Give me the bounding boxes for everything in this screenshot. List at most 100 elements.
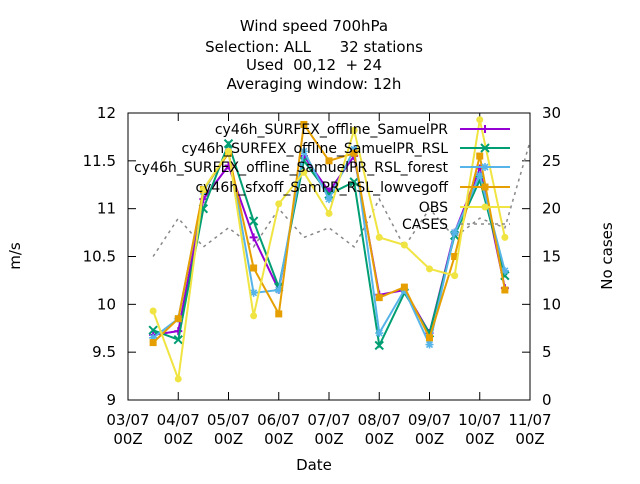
data-point — [174, 375, 182, 383]
x-tick-label: 11/07 — [508, 411, 551, 429]
x-tick-label: 00Z — [214, 430, 243, 448]
data-point — [325, 195, 333, 204]
y2-tick-label: 5 — [542, 343, 552, 361]
data-point — [426, 265, 433, 273]
y-tick-label: 9.5 — [92, 343, 116, 361]
x-tick-label: 09/07 — [408, 411, 451, 429]
y-tick-label: 10.5 — [83, 248, 116, 266]
data-point — [501, 286, 509, 294]
legend-item: OBS — [419, 200, 510, 216]
legend-item: cy46h_SURFEX_offline_SamuelPR — [215, 122, 510, 138]
data-point — [426, 334, 433, 342]
data-point — [375, 329, 384, 338]
x-tick-label: 00Z — [515, 430, 544, 448]
data-point — [149, 307, 157, 315]
y2-tick-label: 0 — [542, 391, 552, 409]
data-point — [425, 340, 434, 349]
data-point — [481, 163, 489, 171]
data-point — [325, 209, 333, 217]
data-point — [481, 125, 489, 133]
x-tick-label: 00Z — [365, 430, 394, 448]
chart-title-line: Selection: ALL 32 stations — [205, 38, 423, 56]
data-point — [501, 233, 509, 241]
y2-tick-label: 30 — [542, 104, 561, 122]
data-point — [199, 186, 207, 194]
legend-label: cy46h_SURFEX_offline_SamuelPR — [215, 122, 448, 138]
y2-axis-label: No cases — [598, 222, 616, 290]
data-point — [350, 126, 358, 134]
data-point — [274, 285, 283, 294]
legend-item: cy46h_SURFEX_offline_SamuelPR_RSL — [181, 141, 510, 157]
legend-label: cy46h_sfxoff_SamPR_RSL_lowvegoff — [195, 180, 448, 196]
data-point — [349, 177, 359, 187]
legend-label: CASES — [402, 217, 448, 233]
data-point — [400, 283, 408, 291]
y2-tick-label: 20 — [542, 200, 561, 218]
legend-item: cy46h_SURFEX_offline_SamuelPR_RSL_forest — [134, 160, 510, 176]
data-point — [250, 264, 258, 272]
data-point — [149, 339, 157, 347]
data-point — [476, 152, 484, 160]
data-point — [400, 241, 408, 249]
data-point — [375, 233, 383, 241]
data-point — [374, 340, 384, 351]
x-tick-label: 07/07 — [307, 411, 350, 429]
chart-title-line: Used 00,12 + 24 — [246, 56, 382, 74]
data-point — [275, 310, 283, 318]
data-point — [451, 253, 459, 260]
legend-item: cy46h_sfxoff_SamPR_RSL_lowvegoff — [195, 180, 510, 196]
y-tick-label: 11.5 — [83, 152, 116, 170]
y2-tick-label: 10 — [542, 295, 561, 313]
series-line — [152, 146, 506, 348]
x-tick-label: 03/07 — [106, 411, 149, 429]
chart-title-line: Wind speed 700hPa — [240, 17, 388, 35]
y-axis-label: m/s — [6, 242, 24, 270]
x-tick-label: 00Z — [264, 430, 293, 448]
x-tick-label: 00Z — [164, 430, 193, 448]
legend-label: cy46h_SURFEX_offline_SamuelPR_RSL — [181, 141, 448, 157]
y2-tick-label: 25 — [542, 152, 561, 170]
data-point — [148, 325, 158, 335]
data-point — [225, 147, 232, 155]
legend-label: OBS — [419, 200, 448, 216]
data-point — [451, 272, 459, 280]
data-point — [248, 216, 259, 226]
data-point — [300, 168, 308, 176]
x-axis-label: Date — [296, 456, 332, 474]
x-tick-label: 05/07 — [207, 411, 250, 429]
x-tick-label: 00Z — [465, 430, 494, 448]
legend: cy46h_SURFEX_offline_SamuelPR cy46h_SURFE… — [134, 122, 510, 233]
x-tick-label: 04/07 — [157, 411, 200, 429]
data-point — [375, 294, 383, 302]
data-point — [249, 233, 258, 242]
chart-title-line: Averaging window: 12h — [227, 75, 402, 93]
series-obs — [149, 116, 509, 383]
x-tick-label: 08/07 — [358, 411, 401, 429]
x-tick-label: 06/07 — [257, 411, 300, 429]
data-point — [500, 266, 509, 275]
y-tick-label: 10 — [97, 295, 116, 313]
y2-tick-label: 15 — [542, 248, 561, 266]
series-line — [152, 141, 531, 257]
data-point — [173, 335, 183, 345]
data-point — [450, 228, 459, 237]
data-point — [299, 147, 308, 156]
x-tick-label: 00Z — [113, 430, 142, 448]
chart-title: Wind speed 700hPa Selection: ALL 32 stat… — [205, 17, 423, 93]
data-point — [300, 120, 308, 128]
data-point — [350, 145, 359, 154]
data-point — [325, 157, 333, 165]
data-point — [174, 315, 182, 323]
legend-item: CASES — [402, 217, 510, 233]
x-tick-label: 00Z — [314, 430, 343, 448]
x-tick-label: 00Z — [415, 430, 444, 448]
data-point — [480, 143, 490, 153]
data-point — [350, 149, 358, 157]
y-tick-label: 9 — [106, 391, 116, 409]
data-point — [149, 333, 158, 342]
data-point — [250, 312, 258, 320]
data-point — [475, 171, 484, 180]
data-point — [476, 116, 484, 124]
legend-label: cy46h_SURFEX_offline_SamuelPR_RSL_forest — [134, 160, 448, 176]
